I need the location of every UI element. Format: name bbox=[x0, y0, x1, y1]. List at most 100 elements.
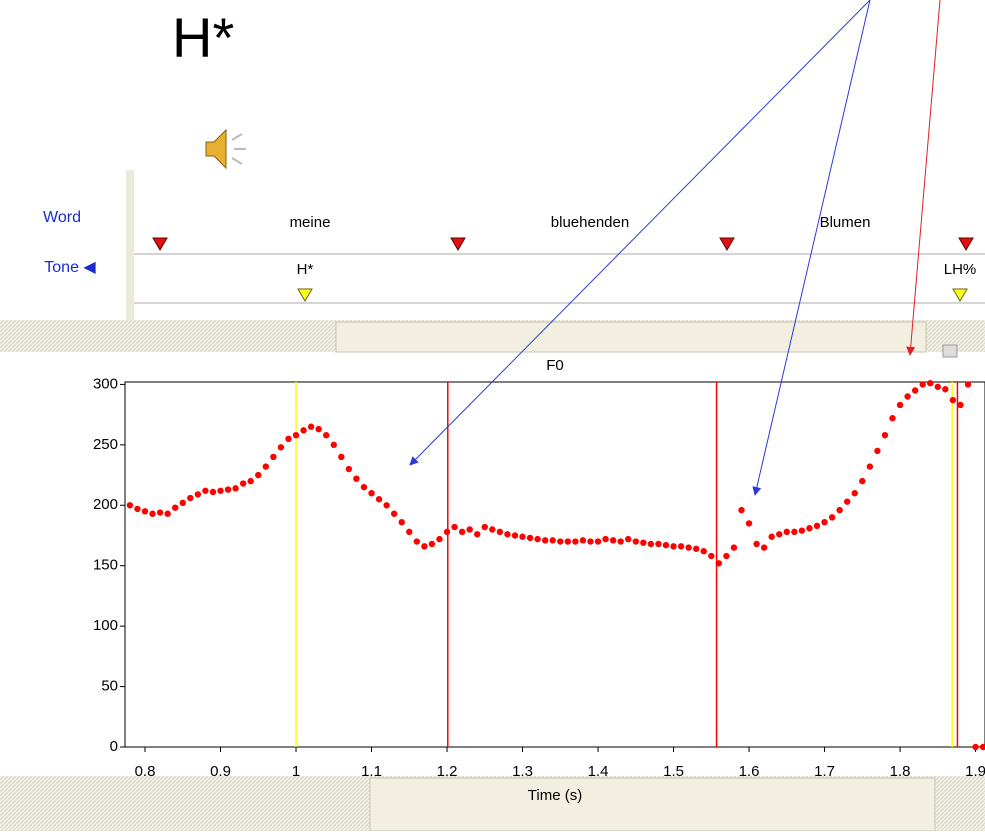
f0-point bbox=[428, 540, 436, 548]
f0-point bbox=[919, 381, 926, 388]
f0-point bbox=[141, 508, 149, 515]
f0-point bbox=[723, 552, 730, 560]
f0-point bbox=[549, 537, 556, 544]
word-label: meine bbox=[290, 214, 331, 231]
word-label: Blumen bbox=[820, 214, 871, 231]
f0-point bbox=[662, 541, 670, 549]
f0-point bbox=[640, 539, 647, 546]
plot-title: F0 bbox=[546, 357, 564, 374]
f0-point bbox=[489, 526, 496, 533]
f0-point bbox=[715, 560, 723, 567]
f0-point bbox=[730, 544, 738, 551]
f0-point bbox=[413, 538, 421, 545]
f0-point bbox=[172, 504, 179, 511]
f0-point bbox=[798, 527, 806, 534]
f0-point bbox=[519, 533, 526, 540]
tone-label: LH% bbox=[944, 261, 977, 278]
f0-point bbox=[874, 447, 881, 455]
f0-point bbox=[609, 537, 617, 544]
f0-point bbox=[821, 518, 828, 526]
f0-point bbox=[859, 477, 866, 485]
f0-point bbox=[579, 537, 587, 544]
f0-point bbox=[458, 528, 466, 536]
panel-divider bbox=[126, 170, 134, 320]
y-tick-label: 50 bbox=[101, 678, 118, 695]
f0-point bbox=[557, 538, 564, 545]
y-tick-label: 250 bbox=[93, 436, 118, 453]
f0-point bbox=[564, 538, 572, 545]
f0-point bbox=[541, 537, 549, 544]
tier-name[interactable]: Tone ◀ bbox=[44, 259, 96, 276]
f0-point bbox=[587, 538, 594, 545]
f0-point bbox=[345, 465, 353, 473]
f0-point bbox=[315, 425, 322, 433]
x-tick-label: 0.8 bbox=[135, 763, 156, 780]
f0-point bbox=[738, 506, 745, 514]
tier-name[interactable]: Word bbox=[43, 209, 81, 226]
f0-point bbox=[670, 543, 677, 550]
f0-point bbox=[904, 393, 911, 400]
f0-point bbox=[776, 531, 783, 538]
speaker-icon[interactable] bbox=[205, 128, 246, 170]
f0-point bbox=[224, 486, 232, 493]
x-tick-label: 1.2 bbox=[437, 763, 458, 780]
f0-point bbox=[526, 534, 534, 542]
scrollbar-thumb[interactable] bbox=[335, 321, 927, 353]
page-title: H* bbox=[172, 6, 234, 69]
x-tick-label: 1.6 bbox=[739, 763, 760, 780]
f0-point bbox=[594, 538, 602, 545]
f0-point bbox=[330, 441, 337, 449]
f0-point bbox=[625, 535, 632, 543]
f0-point bbox=[866, 463, 874, 470]
f0-point bbox=[791, 528, 798, 536]
f0-point bbox=[753, 540, 760, 548]
x-tick-label: 1.3 bbox=[512, 763, 533, 780]
f0-point bbox=[156, 509, 164, 516]
f0-point bbox=[783, 528, 790, 536]
x-tick-label: 0.9 bbox=[210, 763, 231, 780]
x-tick-label: 1 bbox=[292, 763, 300, 780]
f0-point bbox=[632, 538, 639, 545]
f0-point bbox=[239, 480, 247, 487]
f0-point bbox=[889, 415, 896, 422]
y-tick-label: 0 bbox=[110, 738, 118, 755]
f0-point bbox=[745, 520, 753, 527]
f0-point bbox=[255, 471, 262, 479]
f0-point bbox=[617, 538, 624, 545]
f0-point bbox=[806, 525, 813, 532]
x-tick-label: 1.9 bbox=[965, 763, 985, 780]
f0-point bbox=[390, 510, 398, 517]
annotation-arrow bbox=[409, 0, 871, 466]
y-tick-label: 100 bbox=[93, 617, 118, 634]
f0-point bbox=[768, 533, 775, 540]
f0-point bbox=[647, 540, 655, 548]
x-axis-label: Time (s) bbox=[528, 787, 582, 804]
boundary-markers bbox=[152, 237, 974, 251]
f0-point bbox=[179, 499, 186, 507]
y-tick-label: 200 bbox=[93, 496, 118, 513]
word-label: bluehenden bbox=[551, 214, 629, 231]
f0-point bbox=[398, 518, 405, 526]
f0-point bbox=[504, 531, 511, 538]
f0-point bbox=[934, 383, 942, 391]
f0-point bbox=[285, 435, 292, 443]
f0-point bbox=[270, 453, 277, 461]
f0-point bbox=[300, 427, 307, 434]
annotation-arrow bbox=[752, 0, 871, 496]
resize-handle[interactable] bbox=[942, 344, 958, 358]
scrollbar-thumb[interactable] bbox=[369, 777, 936, 832]
y-tick-label: 150 bbox=[93, 557, 118, 574]
f0-point bbox=[353, 475, 360, 482]
f0-point bbox=[979, 743, 985, 751]
f0-point bbox=[572, 538, 579, 545]
plot-area bbox=[124, 381, 985, 748]
f0-point bbox=[602, 535, 609, 543]
f0-point bbox=[813, 522, 821, 530]
f0-point bbox=[972, 743, 979, 751]
f0-point bbox=[323, 431, 330, 439]
f0-point bbox=[851, 489, 858, 497]
x-tick-label: 1.1 bbox=[361, 763, 382, 780]
f0-point bbox=[443, 528, 451, 536]
f0-point bbox=[262, 463, 270, 470]
